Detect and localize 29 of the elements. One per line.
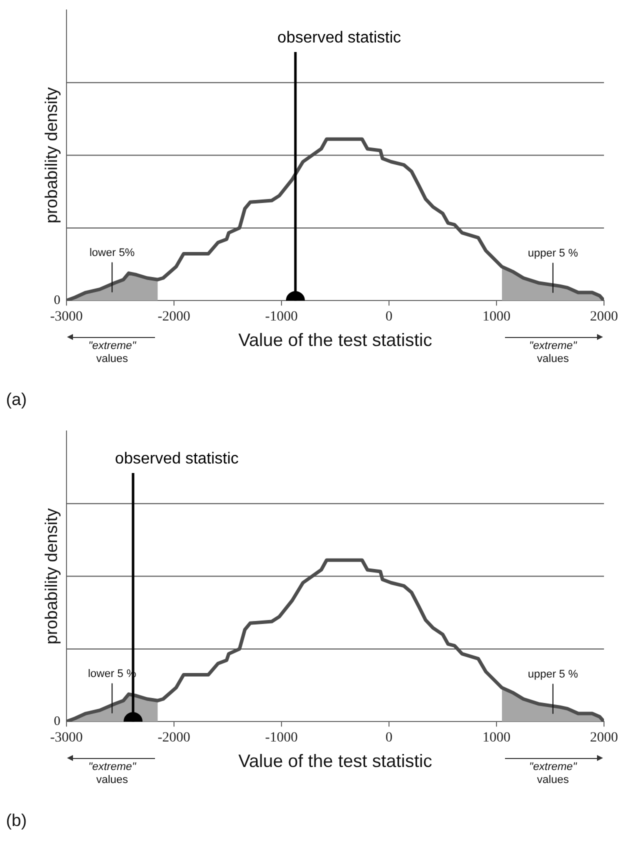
x-axis-title: Value of the test statistic [238, 751, 432, 772]
x-tick-label: -2000 [158, 310, 190, 325]
annotation: lower 5% [89, 246, 135, 259]
x-tick-label: 2000 [590, 730, 618, 746]
x-tick-label: -2000 [158, 730, 190, 746]
text: (b) [6, 811, 27, 831]
annotation: upper 5 % [528, 668, 578, 680]
y-axis-title: probability density [42, 508, 61, 644]
text: "extreme" values [529, 761, 578, 786]
x-tick-label: -1000 [265, 730, 298, 746]
x-tick-label: 0 [385, 730, 392, 746]
text: 0 [54, 713, 60, 728]
text: "extreme" values [88, 761, 137, 786]
x-tick-label: 0 [385, 310, 392, 325]
text: "extreme" values [529, 340, 578, 366]
x-tick-label: 1000 [482, 310, 510, 325]
ref-line-label: observed statistic [115, 450, 239, 468]
x-tick-label: 2000 [590, 310, 618, 325]
text: (a) [6, 390, 27, 410]
x-tick-label: -1000 [265, 310, 298, 325]
text: 0 [54, 292, 60, 308]
ref-line-label: observed statistic [277, 29, 402, 46]
x-tick-label: -3000 [50, 310, 83, 325]
x-tick-label: 1000 [482, 730, 510, 746]
text: "extreme" values [88, 340, 137, 366]
y-axis-title: probability density [42, 86, 61, 224]
annotation: upper 5 % [528, 247, 578, 260]
x-axis-title: Value of the test statistic [238, 330, 432, 350]
x-tick-label: -3000 [50, 730, 83, 746]
